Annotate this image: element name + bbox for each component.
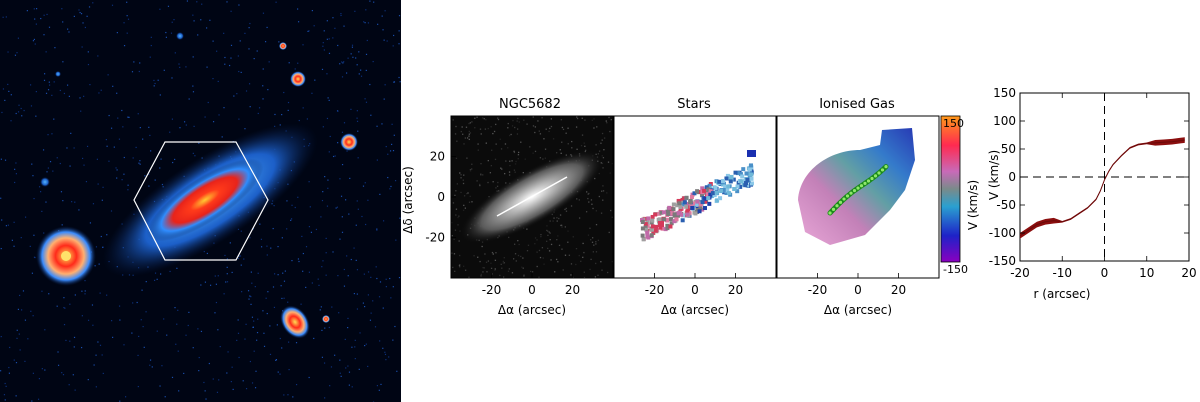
gas-point [852, 188, 857, 193]
rc-ylabel: V (km/s) [987, 150, 1001, 200]
gas-velocity-panel [776, 115, 940, 279]
rc-ytick-label: -150 [989, 254, 1016, 268]
rc-xtick-label: 10 [1139, 266, 1154, 280]
rotation-band [1020, 137, 1185, 239]
rc-ytick-label: 100 [993, 114, 1016, 128]
gas-point [859, 184, 864, 188]
rc-xtick-label: -20 [1010, 266, 1030, 280]
map-xtick-label: -20 [645, 283, 665, 297]
map-axes: -20 0 20 -20 0 20 -20 0 20 20 0 -20 [425, 150, 906, 298]
star-2 [340, 133, 358, 151]
map-xtick-label: 20 [565, 283, 580, 297]
rotation-curve-line [1019, 139, 1185, 237]
gas-point [828, 211, 832, 215]
star-4 [322, 315, 330, 323]
map-ytick-label: 20 [430, 150, 445, 164]
colorbar-label: V (km/s) [966, 180, 980, 230]
rc-ytick-label: -50 [996, 198, 1016, 212]
gas-point [873, 174, 878, 178]
star-3 [279, 42, 287, 50]
rc-ytick-label: 150 [993, 86, 1016, 100]
star-5 [40, 177, 50, 187]
rc-xtick-label: 20 [1181, 266, 1196, 280]
gas-point [884, 165, 888, 169]
gas-point [849, 191, 853, 195]
galaxy-core [146, 158, 264, 242]
rc-xlabel: r (arcsec) [1034, 287, 1091, 301]
colorbar-max-label: 150 [943, 117, 964, 130]
star-7 [55, 71, 61, 77]
colorbar-min-label: -150 [943, 263, 968, 276]
map-xlabel-1: Δα (arcsec) [498, 303, 566, 317]
map-ytick-label: -20 [425, 231, 445, 245]
galaxy-image [0, 0, 401, 402]
rc-ytick-label: 50 [1001, 142, 1016, 156]
map-xtick-label: 0 [691, 283, 699, 297]
map-xtick-label: 0 [528, 283, 536, 297]
map-xtick-label: 0 [854, 283, 862, 297]
stars-velocity-panel [613, 115, 777, 279]
panel-title-gas: Ionised Gas [819, 97, 895, 112]
rc-xtick-label: -10 [1052, 266, 1072, 280]
panel-title-ngc: NGC5682 [499, 97, 561, 112]
star-6 [176, 32, 184, 40]
gas-point [880, 168, 885, 172]
map-xtick-label: 20 [728, 283, 743, 297]
gas-point [835, 204, 839, 208]
gas-point [838, 200, 843, 204]
star-1 [290, 71, 306, 87]
map-ylabel: Δδ (arcsec) [401, 166, 415, 234]
slit-line [496, 176, 568, 217]
rc-ytick-label: -100 [989, 226, 1016, 240]
small-galaxy [280, 305, 310, 339]
map-xlabel-2: Δα (arcsec) [661, 303, 729, 317]
gas-point [877, 171, 881, 175]
map-xtick-label: -20 [808, 283, 828, 297]
rc-ytick-label: 0 [1008, 170, 1016, 184]
map-xtick-label: 20 [891, 283, 906, 297]
gas-point [845, 194, 850, 198]
panel-title-stars: Stars [677, 97, 711, 112]
gas-point [866, 179, 871, 183]
ifu-hexagon [133, 141, 269, 261]
ngc-image-panel [450, 115, 614, 279]
colorbar: 150 -150 V (km/s) [940, 115, 980, 276]
gas-point [870, 176, 874, 181]
gas-point [856, 186, 860, 190]
gas-point [863, 181, 867, 185]
map-xtick-label: -20 [482, 283, 502, 297]
gas-point [831, 207, 836, 211]
map-xlabel-3: Δα (arcsec) [824, 303, 892, 317]
gas-point [842, 197, 846, 201]
map-ytick-label: 0 [437, 190, 445, 204]
rc-xtick-label: 0 [1101, 266, 1109, 280]
